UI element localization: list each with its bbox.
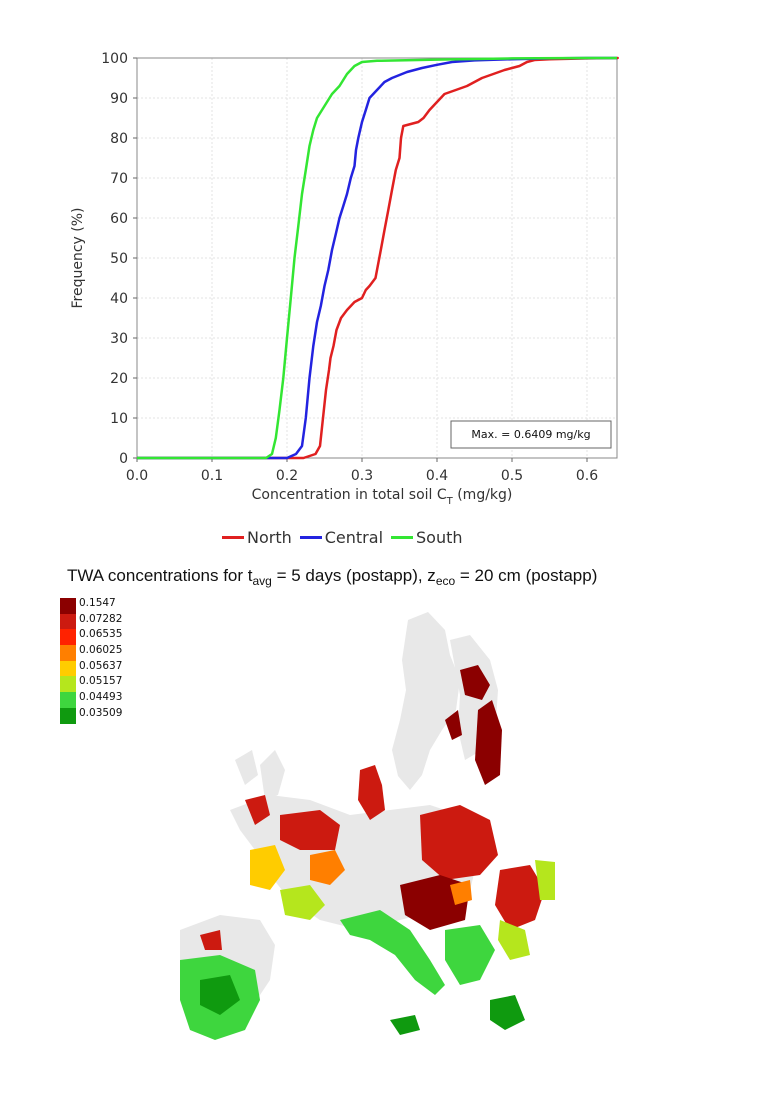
- map-legend-label: 0.03509: [79, 706, 123, 719]
- series-line-central: [137, 56, 617, 460]
- map-legend-item: 0.1547: [60, 598, 122, 614]
- annotation-box: [450, 420, 612, 449]
- map-legend-label: 0.06535: [79, 628, 123, 641]
- x-tick-label: 0.5: [501, 468, 523, 484]
- legend-swatch-central: [299, 536, 322, 539]
- y-tick-label: 70: [110, 171, 128, 187]
- series-lines: [137, 56, 619, 460]
- map-legend-item: 0.03509: [60, 706, 123, 724]
- y-tick-label: 10: [110, 411, 128, 427]
- series-line-south: [137, 56, 617, 460]
- y-tick-label: 0: [119, 451, 128, 467]
- legend-label-central: Central: [324, 528, 384, 547]
- chart-grid: [136, 57, 617, 459]
- max-annotation: Max. = 0.6409 mg/kg: [471, 428, 590, 441]
- y-tick-label: 100: [101, 51, 128, 67]
- map-legend-swatch: [60, 613, 76, 630]
- map-legend-item: 0.07282: [60, 612, 123, 630]
- x-tick-label: 0.3: [351, 468, 373, 484]
- y-axis-label: Frequency (%): [70, 207, 86, 308]
- x-tick-label: 0.6: [576, 468, 598, 484]
- legend-label-south: South: [416, 528, 463, 547]
- europe-concentration-map: [180, 612, 555, 1040]
- x-tick-label: 0.0: [126, 468, 148, 484]
- map-legend-item: 0.06535: [60, 628, 123, 646]
- map-legend-label: 0.1547: [79, 597, 116, 609]
- map-legend-swatch: [60, 629, 76, 646]
- y-tick-label: 50: [110, 251, 128, 267]
- map-orange-yellow: [250, 845, 472, 905]
- x-tick-label: 0.4: [426, 468, 448, 484]
- map-legend-item: 0.05157: [60, 675, 123, 693]
- y-axis: 0 10 20 30 40 50 60 70 80 90 100: [101, 51, 137, 467]
- x-axis-label-unit: (mg/kg): [453, 487, 513, 503]
- map-legend-label: 0.04493: [79, 691, 123, 704]
- legend-swatch-north: [222, 536, 244, 539]
- map-legend-label: 0.05637: [79, 659, 123, 672]
- map-legend-label: 0.07282: [79, 612, 123, 625]
- x-axis-label: Concentration in total soil CT (mg/kg): [252, 487, 513, 507]
- map-legend-item: 0.06025: [60, 644, 123, 662]
- map-legend-swatch: [60, 707, 76, 724]
- y-tick-label: 20: [110, 371, 128, 387]
- map-legend-swatch: [60, 660, 76, 677]
- x-axis: 0.0 0.1 0.2 0.3 0.4 0.5 0.6: [126, 458, 598, 484]
- map-central-red: [200, 765, 545, 950]
- map-legend-item: 0.05637: [60, 659, 123, 677]
- legend-item-south: South: [391, 528, 463, 547]
- map-legend-swatch: [60, 645, 76, 662]
- map-green-regions: [180, 860, 555, 1040]
- map-legend-label: 0.06025: [79, 644, 123, 657]
- y-tick-label: 40: [110, 291, 128, 307]
- x-axis-label-subscript: T: [446, 496, 454, 507]
- map-legend-swatch: [60, 676, 76, 693]
- y-tick-label: 60: [110, 211, 128, 227]
- y-tick-label: 90: [110, 91, 128, 107]
- y-tick-label: 80: [110, 131, 128, 147]
- legend-item-north: North: [222, 528, 292, 547]
- map-title: TWA concentrations for tavg = 5 days (po…: [67, 566, 598, 588]
- map-legend-swatch: [60, 598, 76, 614]
- y-tick-label: 30: [110, 331, 128, 347]
- map-scandinavia-red: [445, 665, 502, 785]
- series-line-north: [137, 56, 619, 460]
- legend-item-central: Central: [299, 528, 384, 547]
- map-legend-item: 0.04493: [60, 691, 123, 709]
- chart-legend: North Central South: [222, 528, 463, 547]
- x-tick-label: 0.1: [201, 468, 223, 484]
- x-tick-label: 0.2: [276, 468, 298, 484]
- map-legend-label: 0.05157: [79, 675, 123, 688]
- legend-swatch-south: [391, 536, 414, 539]
- map-legend-swatch: [60, 692, 76, 709]
- legend-label-north: North: [247, 528, 292, 547]
- map-legend: 0.1547 0.07282 0.06535 0.06025 0.05637 0.0515…: [60, 598, 122, 724]
